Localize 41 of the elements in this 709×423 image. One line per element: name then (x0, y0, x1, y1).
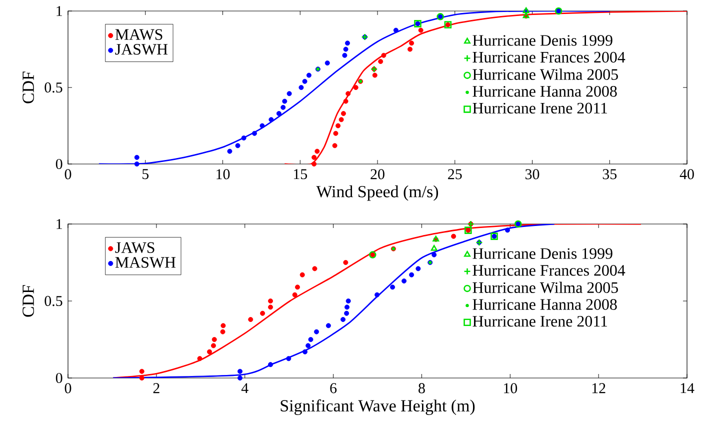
y-tick-label: 1 (56, 6, 62, 16)
x-tick-label: 4 (241, 383, 248, 394)
y-axis-title: CDF (22, 285, 34, 317)
legend-label: Hurricane Hanna 2008 (472, 299, 617, 310)
x-tick-label: 0 (64, 169, 72, 180)
y-tick-label: 0 (56, 372, 62, 384)
legend-label: Hurricane Wilma 2005 (472, 282, 618, 294)
legend-label: Hurricane Hanna 2008 (472, 86, 617, 97)
x-tick-label: 30 (526, 169, 540, 180)
x-tick-label: 25 (448, 169, 462, 180)
x-tick-label: 15 (294, 169, 308, 180)
x-tick-label: 10 (216, 169, 230, 180)
legend-label: Hurricane Frances 2004 (472, 264, 626, 276)
y-tick-label: 0.5 (44, 82, 62, 93)
x-axis-title: Wind Speed (m/s) (316, 185, 438, 201)
x-tick-label: 8 (418, 383, 425, 394)
x-tick-label: 14 (680, 383, 694, 394)
legend-label: Hurricane Irene 2011 (472, 102, 608, 114)
y-axis-title: CDF (22, 72, 34, 104)
x-tick-label: 40 (680, 169, 694, 180)
x-tick-label: 0 (64, 383, 72, 394)
legend-label: Hurricane Irene 2011 (472, 316, 608, 327)
x-tick-label: 5 (142, 169, 149, 180)
x-tick-label: 10 (504, 383, 518, 394)
x-tick-label: 12 (592, 383, 606, 394)
x-tick-label: 6 (330, 383, 337, 394)
x-tick-label: 20 (370, 169, 384, 180)
legend-label: Hurricane Denis 1999 (472, 35, 612, 46)
y-tick-label: 0.5 (44, 296, 62, 306)
legend-label: MASWH (115, 257, 176, 268)
y-tick-label: 1 (56, 219, 62, 229)
legend-label: JAWS (115, 242, 154, 254)
y-tick-label: 0 (56, 158, 62, 170)
legend-label: Hurricane Frances 2004 (472, 52, 626, 63)
legend-label: JASWH (115, 44, 168, 55)
legend-label: MAWS (115, 29, 162, 40)
legend-label: Hurricane Denis 1999 (472, 248, 612, 259)
legend-label: Hurricane Wilma 2005 (472, 68, 618, 80)
x-tick-label: 35 (602, 169, 617, 180)
x-axis-title: Significant Wave Height (m) (280, 399, 475, 416)
x-tick-label: 2 (153, 383, 160, 394)
